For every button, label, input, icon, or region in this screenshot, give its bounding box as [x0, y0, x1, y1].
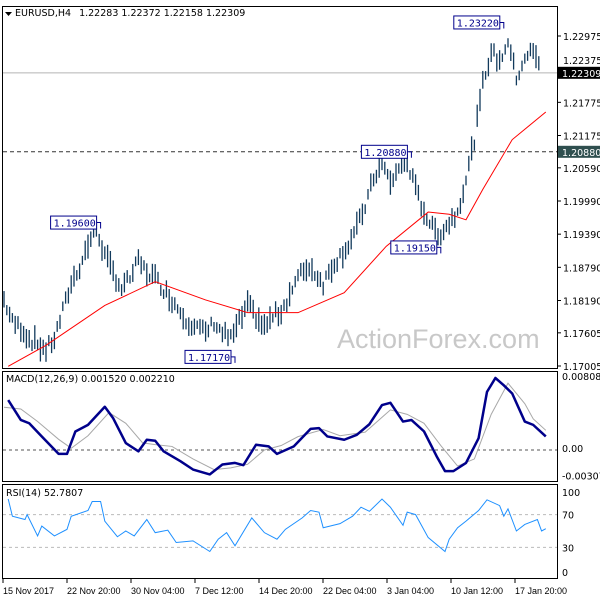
watermark: ActionForex.com	[337, 324, 540, 354]
time-tick-label: 30 Nov 04:00	[131, 586, 185, 596]
annotation-box	[184, 349, 232, 364]
macd-panel	[2, 371, 558, 482]
axes: 1.22975 1.22375 1.21775 1.21175 1.20590 1.199…	[2, 32, 600, 596]
header-ohlc: 1.22283 1.22372 1.22158 1.22309	[79, 8, 245, 19]
macd-tick-label: 0.00808	[562, 372, 600, 383]
time-tick-label: 3 Jan 04:00	[387, 586, 434, 596]
current-price-label: 1.22309	[562, 69, 600, 80]
rsi-plot	[3, 498, 557, 553]
price-tick-label: 1.19990	[563, 197, 600, 208]
annotation-leader	[499, 21, 505, 29]
time-tick-label: 7 Dec 12:00	[195, 586, 244, 596]
time-tick-label: 15 Nov 2017	[3, 586, 54, 596]
rsi-panel	[2, 484, 558, 579]
annotation-label: 1.19600	[54, 219, 96, 230]
rsi-tick-label: 100	[562, 488, 580, 499]
level-line-badge	[558, 145, 600, 158]
time-tick-label: 17 Jan 20:00	[515, 586, 567, 596]
price-tick-label: 1.20590	[563, 164, 600, 175]
price-tick-label: 1.22975	[563, 32, 600, 43]
price-tick-label: 1.21775	[563, 98, 600, 109]
time-tick-label: 14 Dec 20:00	[259, 586, 313, 596]
annotation-leader	[96, 222, 102, 229]
annotation-leader	[436, 246, 442, 254]
current-price-badge	[558, 66, 600, 79]
price-tick-label: 1.19390	[563, 230, 600, 241]
price-tick-label: 1.18790	[563, 263, 600, 274]
macd-signal-line	[3, 382, 547, 471]
annotation-leader	[231, 356, 236, 363]
rsi-line	[7, 498, 547, 553]
moving-average-line	[7, 111, 547, 367]
rsi-tick-label: 70	[562, 511, 574, 522]
macd-tick-label: -0.003078	[562, 471, 600, 482]
annotation-leader	[407, 151, 412, 158]
price-plot: 1.19600 1.17170 1.20880 1.19150 1.23220	[3, 15, 557, 367]
macd-tick-label: 0.00	[562, 444, 583, 455]
dropdown-triangle-icon[interactable]	[5, 12, 12, 16]
price-tick-label: 1.22375	[563, 56, 600, 67]
rsi-tick-label: 30	[562, 543, 574, 554]
time-tick-label: 22 Dec 04:00	[323, 586, 377, 596]
annotation-box	[360, 144, 408, 159]
price-tick-label: 1.18190	[563, 296, 600, 307]
annotation-box	[50, 215, 98, 230]
rsi-title: RSI(14) 52.7807	[6, 488, 83, 499]
rsi-tick-label: 0	[562, 568, 568, 579]
price-tick-label: 1.21175	[563, 131, 600, 142]
header-symbol: EURUSD,H4	[15, 8, 71, 19]
annotation-label: 1.20880	[364, 148, 406, 159]
macd-title: MACD(12,26,9) 0.001520 0.002210	[6, 374, 175, 385]
annotation-label: 1.23220	[457, 18, 499, 29]
price-panel	[2, 6, 558, 369]
annotation-label: 1.17170	[188, 353, 230, 364]
macd-plot	[3, 376, 557, 476]
price-tick-label: 1.17605	[563, 329, 600, 340]
time-tick-label: 10 Jan 12:00	[451, 586, 503, 596]
price-tick-label: 1.17005	[563, 362, 600, 373]
time-tick-label: 22 Nov 20:00	[67, 586, 121, 596]
annotation-label: 1.19150	[394, 243, 436, 254]
annotation-box	[453, 15, 501, 30]
annotation-box	[390, 240, 438, 255]
level-line-label: 1.20880	[562, 148, 600, 159]
macd-main-line	[7, 376, 547, 476]
